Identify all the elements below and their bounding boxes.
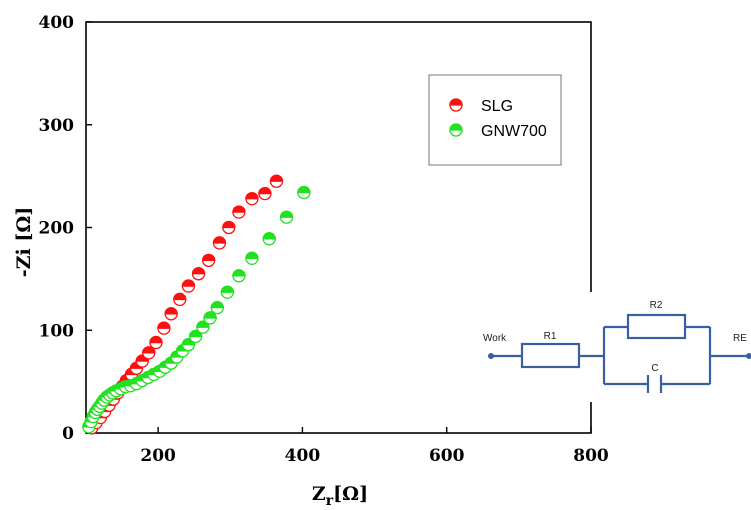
point-gnw700	[181, 337, 196, 352]
point-slg	[173, 292, 187, 307]
point-slg	[212, 236, 227, 250]
x-tick-label: 400	[285, 446, 321, 466]
point-slg-fill	[164, 307, 178, 315]
y-tick-label: 0	[62, 424, 74, 444]
x-tick-label: 800	[573, 446, 609, 466]
point-slg	[149, 335, 163, 350]
point-slg-fill	[222, 220, 236, 229]
point-slg-fill	[232, 205, 246, 213]
y-tick-label: 300	[39, 116, 75, 136]
point-slg	[201, 253, 216, 268]
point-slg-fill	[258, 186, 272, 195]
legend-box	[428, 74, 562, 166]
point-gnw700-fill	[210, 301, 224, 309]
axis-ticks: 0 100 200 300 400 200 400 600 800	[39, 13, 609, 466]
y-axis-title: -Zi [Ω]	[13, 207, 35, 277]
point-gnw700-fill	[232, 269, 246, 277]
point-gnw700-fill	[297, 185, 311, 194]
legend: SLG GNW700	[428, 74, 562, 166]
point-slg-fill	[157, 321, 171, 329]
point-gnw700	[220, 285, 235, 299]
x-axis-title-sub: r	[326, 493, 334, 509]
point-slg	[232, 205, 246, 219]
legend-marker-gnw700-fill	[449, 123, 463, 131]
x-tick-label: 600	[429, 446, 465, 466]
circuit-label-r2: R2	[650, 300, 663, 311]
circuit-label-c: C	[651, 363, 658, 374]
circuit-wires	[491, 325, 750, 386]
point-gnw700	[245, 251, 259, 265]
point-slg	[164, 307, 178, 321]
point-slg	[181, 279, 196, 293]
point-gnw700	[232, 269, 246, 283]
point-slg	[142, 346, 156, 360]
point-slg	[269, 174, 284, 188]
point-gnw700-fill	[220, 285, 235, 293]
point-gnw700-fill	[245, 251, 259, 259]
point-gnw700-fill	[262, 232, 276, 240]
legend-marker-gnw700	[449, 123, 463, 137]
point-slg-fill	[142, 346, 156, 354]
point-gnw700	[196, 320, 210, 334]
x-axis-title-unit: [Ω]	[333, 483, 368, 505]
terminal-work	[488, 353, 494, 359]
legend-marker-slg	[449, 98, 463, 112]
point-gnw700	[297, 185, 311, 200]
equivalent-circuit-inset: Work R1 R2 C RE	[480, 292, 751, 402]
x-tick-label: 200	[140, 446, 176, 466]
y-tick-label: 100	[39, 321, 75, 341]
point-slg	[191, 267, 206, 281]
y-tick-label: 400	[39, 13, 75, 33]
point-slg-fill	[212, 236, 227, 244]
legend-label-slg: SLG	[481, 98, 513, 115]
point-slg-fill	[173, 292, 187, 301]
point-gnw700	[279, 210, 294, 224]
point-slg-fill	[269, 174, 284, 182]
point-slg	[157, 321, 171, 335]
x-axis-title: Zr[Ω]	[312, 483, 368, 509]
point-slg-fill	[191, 267, 206, 275]
x-axis-title-main: Z	[312, 483, 326, 505]
legend-marker-slg-fill	[449, 98, 463, 106]
circuit-label-r1: R1	[544, 331, 557, 342]
point-slg-fill	[245, 192, 259, 200]
series-gnw700	[82, 185, 311, 434]
point-gnw700	[210, 300, 224, 315]
point-gnw700	[262, 232, 276, 246]
point-slg-fill	[201, 253, 216, 262]
terminal-re	[746, 353, 751, 359]
circuit-label-work: Work	[483, 333, 507, 344]
legend-markers	[449, 98, 463, 137]
data-marks	[82, 174, 311, 435]
resistor-r1	[520, 342, 581, 369]
point-slg-fill	[181, 279, 196, 287]
point-gnw700-fill	[279, 210, 294, 218]
point-slg	[222, 220, 236, 235]
point-gnw700-fill	[203, 311, 217, 319]
circuit-label-re: RE	[733, 333, 747, 344]
legend-label-gnw700: GNW700	[481, 123, 547, 140]
point-slg	[245, 192, 259, 206]
resistor-r2	[626, 313, 687, 340]
y-tick-label: 200	[39, 219, 75, 239]
point-gnw700	[203, 311, 217, 325]
point-slg-fill	[149, 335, 163, 344]
point-slg	[258, 186, 272, 201]
